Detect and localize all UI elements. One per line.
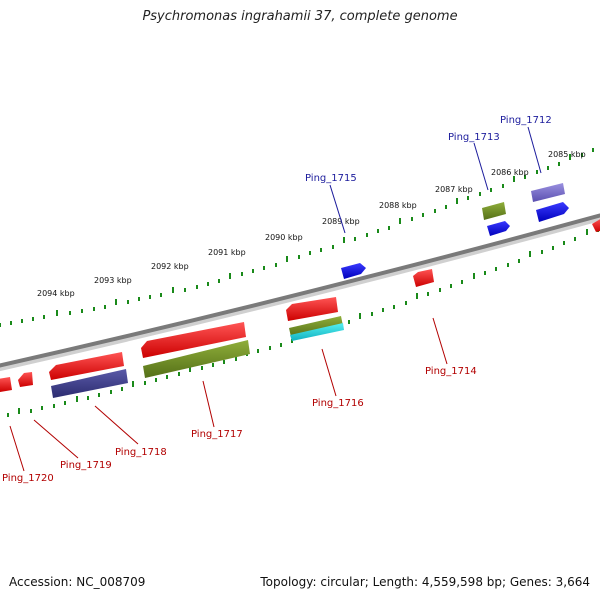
label-ping-1717[interactable]: Ping_1717 [191,429,243,440]
label-ping-1715[interactable]: Ping_1715 [305,173,357,184]
leader-ping-1717 [202,380,215,428]
ruler-label-2090: 2090 kbp [265,233,303,242]
ruler-label-2085: 2085 kbp [548,150,586,159]
leader-ping-1714 [432,317,448,365]
leader-ping-1716 [321,348,337,397]
gene-ping-1717[interactable] [141,322,250,378]
ruler-label-2087: 2087 kbp [435,185,473,194]
label-ping-1716[interactable]: Ping_1716 [312,398,364,409]
map-title: Psychromonas ingrahamii 37, complete gen… [142,9,458,24]
gene-ping-1713[interactable] [482,202,510,236]
label-ping-1713[interactable]: Ping_1713 [448,132,500,143]
leader-ping-1715 [329,184,346,234]
gene-ping-1718[interactable] [49,352,128,398]
label-ping-1712[interactable]: Ping_1712 [500,115,552,126]
forward-ruler-ticks [0,148,594,327]
genome-backbone [0,213,600,368]
gene-ping-1715[interactable] [341,263,366,279]
gene-ping-1716[interactable] [286,297,344,341]
label-ping-1718[interactable]: Ping_1718 [115,447,167,458]
leader-ping-1719 [33,419,79,459]
accession-info: Accession: NC_008709 [9,575,146,589]
gene-ping-1712[interactable] [531,183,569,222]
gene-small-red-right[interactable] [592,218,600,232]
label-ping-1720[interactable]: Ping_1720 [2,473,54,484]
ruler-label-2092: 2092 kbp [151,262,189,271]
ruler-label-2088: 2088 kbp [379,201,417,210]
genome-stats: Topology: circular; Length: 4,559,598 bp… [260,575,590,589]
ruler-label-2086: 2086 kbp [491,168,529,177]
leader-ping-1712 [527,126,542,174]
ruler-label-2089: 2089 kbp [322,217,360,226]
gene-ping-1720[interactable] [0,377,12,392]
label-ping-1714[interactable]: Ping_1714 [425,366,477,377]
ruler-label-2093: 2093 kbp [94,276,132,285]
gene-ping-1714[interactable] [413,269,434,287]
leader-ping-1713 [473,142,489,191]
leader-ping-1718 [94,405,139,445]
ruler-label-2091: 2091 kbp [208,248,246,257]
label-ping-1719[interactable]: Ping_1719 [60,460,112,471]
ruler-label-2094: 2094 kbp [37,289,75,298]
leader-ping-1720 [9,425,25,472]
gene-ping-1719[interactable] [18,372,33,387]
